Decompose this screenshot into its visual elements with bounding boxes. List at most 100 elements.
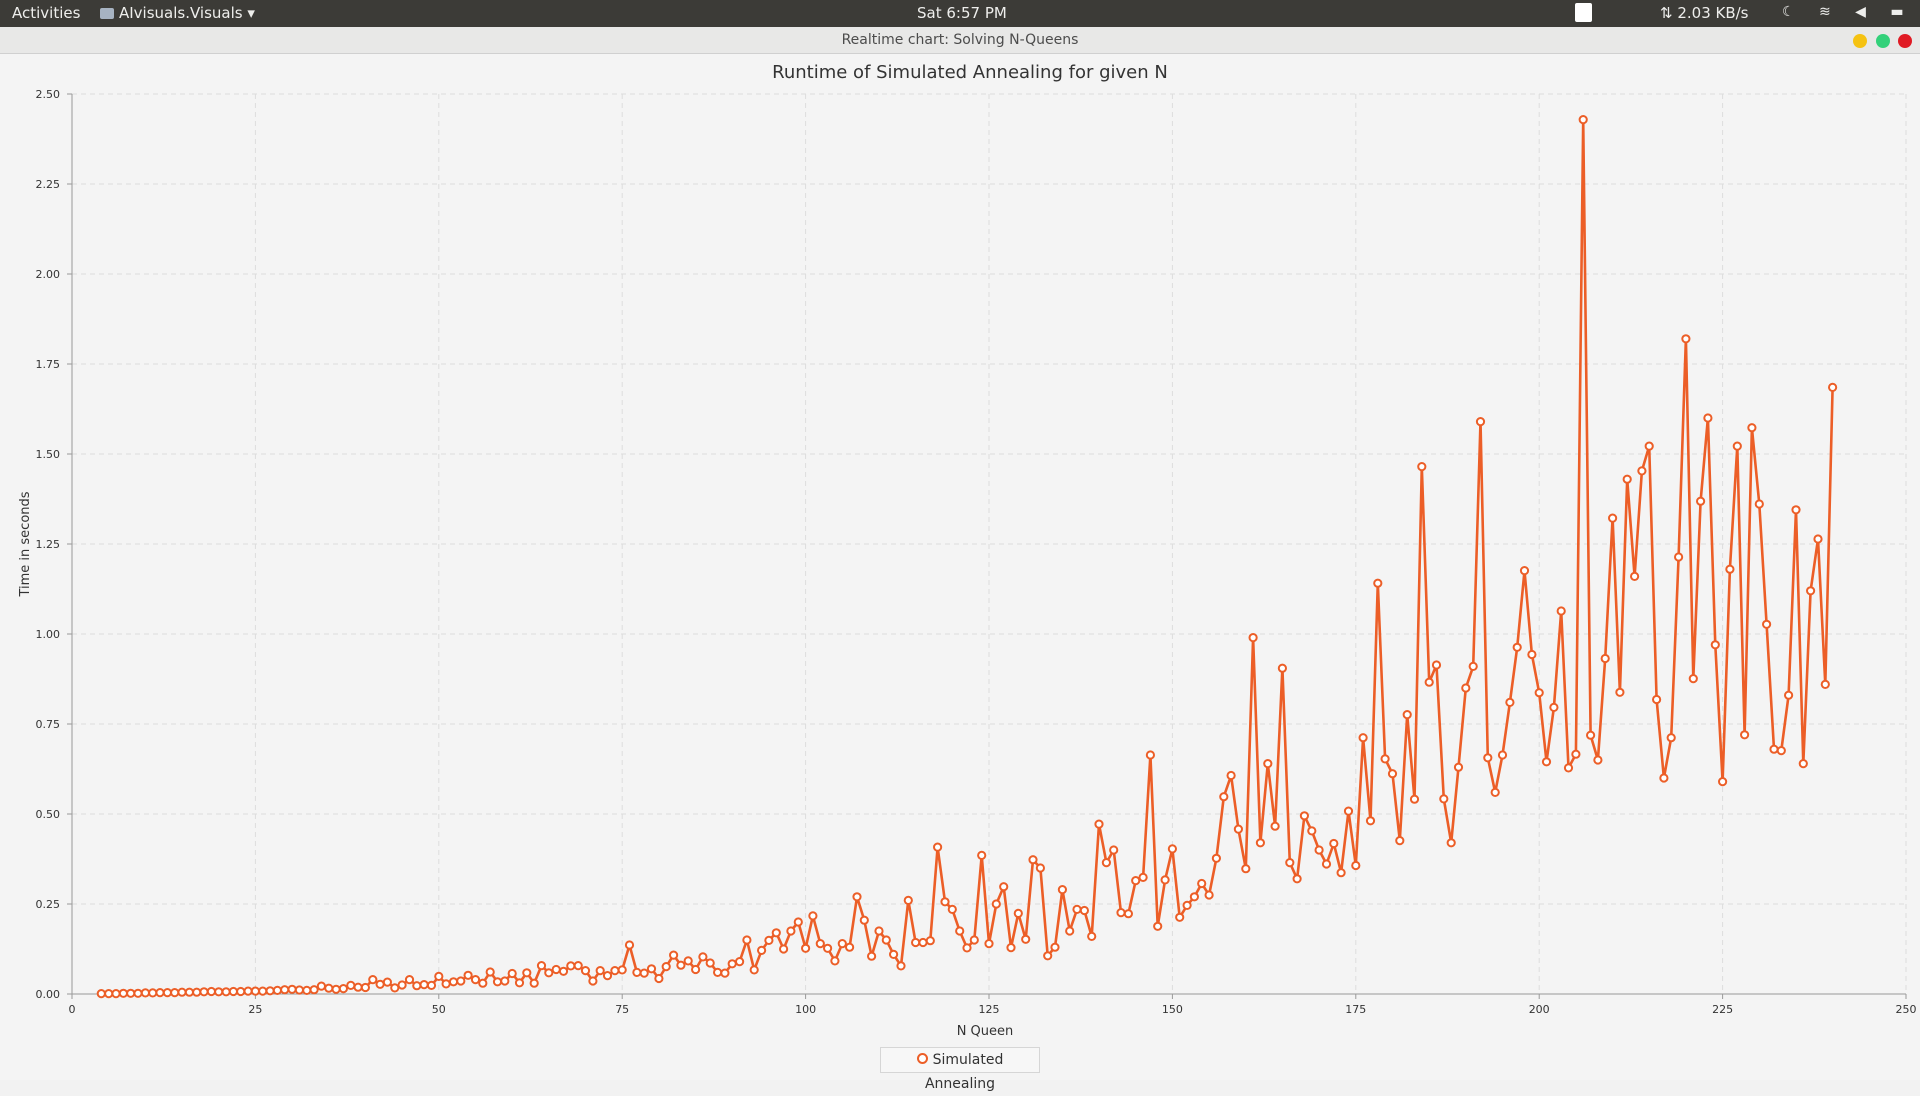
data-point [258, 986, 268, 996]
data-point [1703, 413, 1713, 423]
data-point [1622, 474, 1632, 484]
data-point [1336, 868, 1346, 878]
data-point [1674, 552, 1684, 562]
x-tick-label: 50 [432, 1003, 446, 1016]
y-tick-label: 2.25 [36, 178, 61, 191]
data-point [1380, 754, 1390, 764]
data-point [999, 882, 1009, 892]
data-point [1563, 763, 1574, 773]
data-point [1043, 951, 1053, 961]
data-point [1813, 534, 1823, 544]
data-point [793, 917, 803, 927]
data-point [544, 968, 554, 978]
y-tick-label: 1.50 [36, 448, 61, 461]
data-point [1145, 750, 1156, 760]
app-menu-label: AIvisuals.Visuals [119, 4, 243, 22]
data-point [126, 988, 136, 998]
screen-record-icon[interactable] [1575, 3, 1592, 22]
data-point [859, 915, 869, 925]
data-point [566, 961, 576, 971]
chart-legend[interactable]: Simulated Annealing [880, 1047, 1040, 1092]
data-point [1475, 417, 1486, 427]
data-point [1497, 750, 1508, 760]
data-point [1182, 900, 1192, 911]
data-point [1307, 826, 1317, 836]
data-point [1784, 690, 1794, 700]
data-point [1065, 926, 1075, 936]
data-point [676, 960, 686, 970]
data-point [1101, 858, 1112, 868]
data-point [243, 986, 253, 996]
data-point [192, 987, 202, 997]
data-point [881, 935, 891, 945]
x-tick-label: 200 [1529, 1003, 1550, 1016]
data-point [1615, 687, 1625, 697]
data-point [925, 936, 935, 946]
data-point [786, 926, 796, 936]
data-point [1387, 769, 1398, 779]
data-point [1299, 811, 1310, 821]
data-point [1652, 694, 1662, 705]
data-point [1710, 640, 1720, 650]
data-point [522, 968, 532, 978]
data-point [1490, 787, 1500, 798]
data-point [940, 897, 950, 907]
data-point [1204, 890, 1214, 900]
data-point [1630, 571, 1640, 582]
data-point [426, 980, 437, 991]
network-speed[interactable]: ⇅ 2.03 KB/s [1660, 4, 1749, 22]
data-point [691, 964, 701, 975]
data-point [316, 981, 326, 991]
data-point [1556, 606, 1566, 616]
data-point [889, 949, 899, 960]
system-tray-icons[interactable]: ☾ ≋ ◀ ▬ ▾ [1782, 4, 1920, 20]
top-panel: Activities AIvisuals.Visuals ▾ Sat 6:57 … [0, 0, 1920, 27]
data-point [735, 957, 745, 967]
data-point [911, 937, 921, 948]
data-point [1314, 845, 1324, 855]
data-point [434, 971, 444, 982]
data-point [1468, 661, 1478, 672]
data-point [1762, 619, 1772, 629]
app-menu[interactable]: AIvisuals.Visuals ▾ [100, 4, 255, 22]
data-point [478, 978, 488, 988]
maximize-button[interactable] [1876, 34, 1890, 48]
data-point [661, 962, 671, 972]
data-point [874, 926, 884, 936]
data-point [1013, 908, 1023, 919]
data-point [302, 985, 312, 996]
data-point [155, 988, 165, 998]
data-point [617, 965, 627, 975]
data-point [1806, 586, 1816, 596]
data-point [669, 950, 679, 960]
data-point [1637, 466, 1647, 476]
data-point [353, 982, 363, 992]
data-point [837, 939, 847, 949]
data-point [404, 975, 415, 985]
data-point [1028, 855, 1038, 865]
y-tick-label: 1.75 [36, 358, 61, 371]
data-point [250, 986, 260, 996]
data-point [236, 986, 246, 997]
data-point [162, 988, 172, 998]
minimize-button[interactable] [1853, 34, 1867, 48]
data-point [896, 961, 906, 971]
data-point [558, 966, 569, 976]
data-point [969, 935, 979, 945]
legend-label: Simulated Annealing [924, 1052, 1004, 1092]
close-button[interactable] [1898, 34, 1912, 48]
data-point [1329, 838, 1339, 849]
data-point [206, 986, 216, 997]
data-point [1087, 931, 1097, 942]
clock[interactable]: Sat 6:57 PM [917, 4, 1007, 22]
data-point [1197, 878, 1207, 889]
data-point [228, 986, 238, 997]
data-point [742, 935, 752, 945]
data-point [1512, 642, 1522, 652]
window-titlebar[interactable]: Realtime chart: Solving N-Queens [0, 27, 1920, 54]
data-point [1740, 730, 1750, 740]
data-point [1659, 773, 1669, 783]
activities-button[interactable]: Activities [12, 4, 81, 22]
data-point [1233, 824, 1244, 834]
data-point [360, 982, 370, 993]
